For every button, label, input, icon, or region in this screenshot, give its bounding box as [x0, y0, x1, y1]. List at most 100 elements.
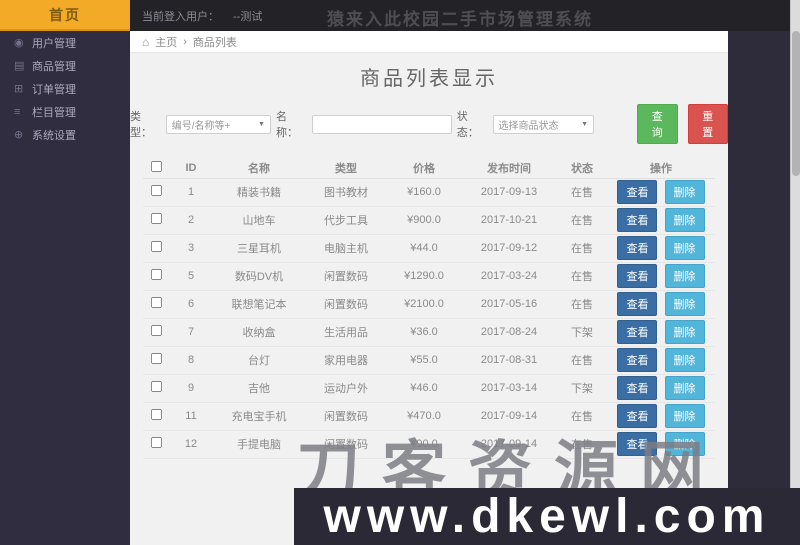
cell-name: 三星耳机	[213, 234, 305, 263]
cell-price: ¥90.0	[387, 430, 461, 459]
row-checkbox[interactable]	[150, 296, 162, 309]
delete-button[interactable]: 删除	[664, 180, 705, 204]
status-badge: 在售	[557, 430, 607, 459]
cell-type: 图书教材	[305, 178, 387, 207]
cell-publish-time: 2017-03-14	[461, 374, 557, 403]
select-all-checkbox[interactable]	[150, 160, 162, 172]
cell-price: ¥470.0	[387, 402, 461, 431]
view-button[interactable]: 查看	[617, 264, 658, 288]
page-background-gap	[728, 31, 790, 545]
delete-button[interactable]: 删除	[664, 404, 705, 428]
status-badge: 在售	[557, 178, 607, 207]
cell-name: 充电宝手机	[213, 402, 305, 431]
view-button[interactable]: 查看	[617, 348, 658, 372]
row-checkbox[interactable]	[150, 184, 162, 197]
table-row: 3 三星耳机 电脑主机 ¥44.0 2017-09-12 在售 查看 删除	[143, 234, 715, 263]
cell-type: 电脑主机	[305, 234, 387, 263]
scrollbar-track	[790, 0, 800, 545]
search-button[interactable]: 查询	[637, 104, 678, 144]
user-name[interactable]: --测试	[233, 11, 263, 23]
cell-id: 1	[169, 178, 213, 207]
view-button[interactable]: 查看	[617, 180, 658, 204]
cell-publish-time: 2017-08-31	[461, 346, 557, 375]
row-checkbox[interactable]	[150, 324, 162, 337]
view-button[interactable]: 查看	[617, 292, 658, 316]
cell-name: 手提电脑	[213, 430, 305, 459]
cell-publish-time: 2017-09-14	[461, 402, 557, 431]
cell-id: 12	[169, 430, 213, 459]
name-filter-input[interactable]	[311, 114, 452, 134]
view-button[interactable]: 查看	[617, 320, 658, 344]
view-button[interactable]: 查看	[617, 236, 658, 260]
cell-type: 家用电器	[305, 346, 387, 375]
type-filter-select[interactable]: 编号/名称等+ ▼	[165, 114, 271, 134]
delete-button[interactable]: 删除	[664, 348, 705, 372]
cell-name: 数码DV机	[213, 262, 305, 291]
view-button[interactable]: 查看	[617, 208, 658, 232]
chevron-down-icon: ▼	[258, 120, 265, 128]
row-checkbox[interactable]	[150, 268, 162, 281]
user-label: 当前登入用户：	[142, 11, 219, 23]
row-checkbox[interactable]	[150, 352, 162, 365]
breadcrumb-home[interactable]: 主页	[155, 36, 178, 49]
type-filter-label: 类型：	[130, 111, 152, 139]
delete-button[interactable]: 删除	[664, 292, 705, 316]
cell-type: 闲置数码	[305, 290, 387, 319]
app-title: 猿来入此校园二手市场管理系统	[327, 10, 593, 29]
table-row: 6 联想笔记本 闲置数码 ¥2100.0 2017-05-16 在售 查看 删除	[143, 290, 715, 319]
cell-publish-time: 2017-08-24	[461, 318, 557, 347]
delete-button[interactable]: 删除	[664, 264, 705, 288]
cell-publish-time: 2017-03-24	[461, 262, 557, 291]
view-button[interactable]: 查看	[617, 404, 658, 428]
name-filter-label: 名称：	[275, 111, 298, 139]
cell-type: 闲置数码	[305, 402, 387, 431]
delete-button[interactable]: 删除	[664, 320, 705, 344]
settings-icon: ⊕	[14, 129, 24, 141]
main-content: 商品列表显示 类型： 编号/名称等+ ▼ 名称： 状态： 选择商品状态 ▼ 查询…	[130, 53, 728, 545]
delete-button[interactable]: 删除	[664, 432, 705, 456]
sidebar-item[interactable]: ⊞ 订单管理	[0, 77, 130, 100]
row-checkbox[interactable]	[150, 212, 162, 225]
delete-button[interactable]: 删除	[664, 236, 705, 260]
col-time: 发布时间	[461, 158, 557, 179]
delete-button[interactable]: 删除	[664, 376, 705, 400]
sidebar-item[interactable]: ▤ 商品管理	[0, 54, 130, 77]
sidebar-item-label: 栏目管理	[32, 106, 76, 119]
sidebar-item-label: 订单管理	[32, 83, 76, 96]
breadcrumb: ⌂ 主页 › 商品列表	[130, 31, 728, 53]
cell-id: 5	[169, 262, 213, 291]
row-checkbox[interactable]	[150, 240, 162, 253]
cell-price: ¥2100.0	[387, 290, 461, 319]
table-row: 5 数码DV机 闲置数码 ¥1290.0 2017-03-24 在售 查看 删除	[143, 262, 715, 291]
cell-type: 生活用品	[305, 318, 387, 347]
table-row: 9 吉他 运动户外 ¥46.0 2017-03-14 下架 查看 删除	[143, 374, 715, 403]
delete-button[interactable]: 删除	[664, 208, 705, 232]
status-badge: 下架	[557, 374, 607, 403]
home-tab[interactable]: 首页	[0, 0, 130, 31]
table-row: 12 手提电脑 闲置数码 ¥90.0 2017-09-14 在售 查看 删除	[143, 430, 715, 459]
product-table: ID 名称 类型 价格 发布时间 状态 操作 1 精装书籍 图书教材 ¥160.…	[143, 158, 715, 459]
col-name: 名称	[213, 158, 305, 179]
cell-publish-time: 2017-09-14	[461, 430, 557, 459]
reset-button[interactable]: 重置	[687, 104, 728, 144]
status-badge: 在售	[557, 346, 607, 375]
view-button[interactable]: 查看	[617, 376, 658, 400]
page-title: 商品列表显示	[360, 68, 498, 90]
row-checkbox[interactable]	[150, 436, 162, 449]
sidebar-item[interactable]: ≡ 栏目管理	[0, 100, 130, 123]
row-checkbox[interactable]	[150, 380, 162, 393]
scrollbar-thumb[interactable]	[792, 31, 800, 176]
cell-price: ¥900.0	[387, 206, 461, 235]
sidebar-item[interactable]: ⊕ 系统设置	[0, 123, 130, 146]
col-status: 状态	[557, 158, 607, 179]
status-filter-select[interactable]: 选择商品状态 ▼	[492, 114, 594, 134]
status-badge: 在售	[557, 262, 607, 291]
home-icon: ⌂	[142, 34, 150, 49]
col-type: 类型	[305, 158, 387, 179]
row-checkbox[interactable]	[150, 408, 162, 421]
view-button[interactable]: 查看	[617, 432, 658, 456]
cell-type: 运动户外	[305, 374, 387, 403]
cell-type: 闲置数码	[305, 262, 387, 291]
sidebar-item-label: 用户管理	[32, 37, 76, 50]
sidebar-item[interactable]: ◉ 用户管理	[0, 31, 130, 54]
